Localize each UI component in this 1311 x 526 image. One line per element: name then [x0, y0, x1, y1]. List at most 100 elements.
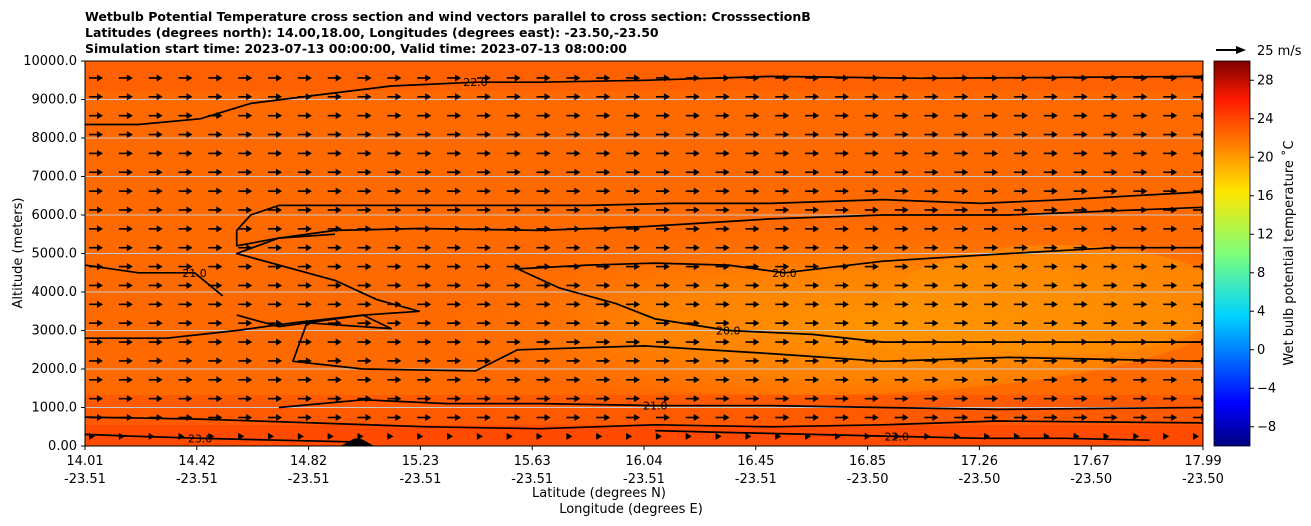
- wind-arrow: [238, 376, 253, 384]
- wind-arrow: [596, 112, 611, 120]
- wind-arrow: [1133, 281, 1148, 289]
- wind-arrow: [417, 338, 432, 346]
- wind-arrow: [417, 319, 432, 327]
- wind-arrow: [327, 112, 342, 120]
- wind-arrow: [954, 281, 969, 289]
- wind-arrow: [417, 395, 432, 403]
- wind-arrow: [268, 432, 275, 440]
- wind-arrow: [506, 206, 521, 214]
- wind-arrow: [89, 168, 103, 176]
- wind-arrow: [685, 263, 700, 271]
- wind-arrow: [118, 131, 133, 139]
- wind-arrow: [954, 414, 969, 422]
- wind-arrow: [894, 319, 909, 327]
- wind-arrow: [118, 281, 133, 289]
- wind-arrow: [178, 357, 193, 365]
- wind-arrow: [268, 357, 283, 365]
- wind-arrow: [715, 225, 730, 233]
- wind-arrow: [834, 206, 849, 214]
- wind-arrow: [655, 206, 670, 214]
- wind-arrow: [447, 338, 462, 346]
- wind-arrow: [894, 131, 909, 139]
- wind-arrow: [268, 395, 283, 403]
- wind-arrow: [864, 432, 871, 440]
- contour-22: [85, 416, 1203, 430]
- quiver-key-label: 25 m/s: [1257, 44, 1302, 59]
- wind-arrow: [118, 187, 133, 195]
- wind-arrow: [268, 263, 283, 271]
- wind-arrow: [805, 206, 820, 214]
- wind-arrow: [566, 300, 581, 308]
- wind-arrow: [775, 432, 782, 440]
- wind-arrow: [805, 93, 820, 101]
- wind-arrow: [447, 414, 462, 422]
- wind-arrow: [1103, 74, 1118, 82]
- wind-arrow: [1163, 168, 1178, 176]
- wind-arrow: [268, 300, 283, 308]
- wind-arrow: [297, 93, 312, 101]
- colorbar-tick-label: 8: [1257, 266, 1265, 281]
- wind-arrow: [954, 357, 969, 365]
- wind-arrow: [357, 432, 364, 440]
- wind-arrow: [297, 74, 312, 82]
- wind-arrow: [924, 74, 939, 82]
- wind-arrow: [864, 376, 879, 384]
- wind-arrow: [655, 225, 670, 233]
- x-axis-label-longitude: Longitude (degrees E): [559, 502, 703, 517]
- wind-arrow: [536, 432, 543, 440]
- wind-arrow: [476, 281, 491, 289]
- wind-arrow: [387, 168, 402, 176]
- wind-arrow: [924, 414, 939, 422]
- wind-arrow: [178, 432, 185, 440]
- wind-arrow: [476, 187, 491, 195]
- wind-arrow: [268, 225, 283, 233]
- wind-arrow: [208, 244, 223, 252]
- wind-arrow: [536, 187, 551, 195]
- wind-arrow: [89, 93, 103, 101]
- wind-arrow: [745, 93, 760, 101]
- wind-arrow: [1073, 376, 1088, 384]
- wind-arrow: [536, 149, 551, 157]
- wind-arrow: [208, 149, 223, 157]
- wind-arrow: [1133, 319, 1148, 327]
- wind-arrow: [924, 395, 939, 403]
- wind-arrow: [268, 112, 283, 120]
- y-tick-label: 6000.0: [32, 208, 78, 223]
- wind-arrow: [685, 93, 700, 101]
- wind-arrow: [1133, 300, 1148, 308]
- wind-arrow: [1103, 244, 1118, 252]
- wind-arrow: [775, 319, 790, 327]
- wind-arrow: [417, 93, 432, 101]
- wind-arrow: [447, 281, 462, 289]
- wind-arrow: [685, 112, 700, 120]
- wind-arrow: [775, 300, 790, 308]
- wind-arrow: [1163, 74, 1178, 82]
- x-tick-label-lon: -23.51: [176, 472, 218, 487]
- wind-arrow: [1133, 338, 1148, 346]
- wind-arrow: [1043, 93, 1058, 101]
- wind-arrow: [745, 432, 752, 440]
- wind-arrow: [297, 225, 312, 233]
- wind-arrow: [715, 414, 730, 422]
- x-axis: 14.01 -23.51 14.42 -23.51 14.82 -23.51 15.23 -2…: [64, 446, 1224, 487]
- wind-arrow: [387, 281, 402, 289]
- wind-arrow: [834, 281, 849, 289]
- wind-arrow: [1103, 319, 1118, 327]
- wind-arrow: [685, 338, 700, 346]
- wind-arrow: [357, 74, 372, 82]
- wind-arrow: [775, 168, 790, 176]
- wind-arrow: [655, 74, 670, 82]
- x-tick-label-lon: -23.51: [288, 472, 330, 487]
- wind-arrow: [745, 414, 760, 422]
- wind-arrow: [1163, 376, 1178, 384]
- wind-arrow: [536, 206, 551, 214]
- wind-arrow: [387, 149, 402, 157]
- wind-arrow: [1043, 338, 1058, 346]
- y-tick-label: 4000.0: [32, 285, 78, 300]
- wind-arrow: [596, 376, 611, 384]
- wind-arrow: [596, 432, 603, 440]
- wind-arrow: [357, 131, 372, 139]
- wind-arrow: [1163, 414, 1178, 422]
- wind-arrow: [954, 225, 969, 233]
- wind-arrow: [118, 74, 133, 82]
